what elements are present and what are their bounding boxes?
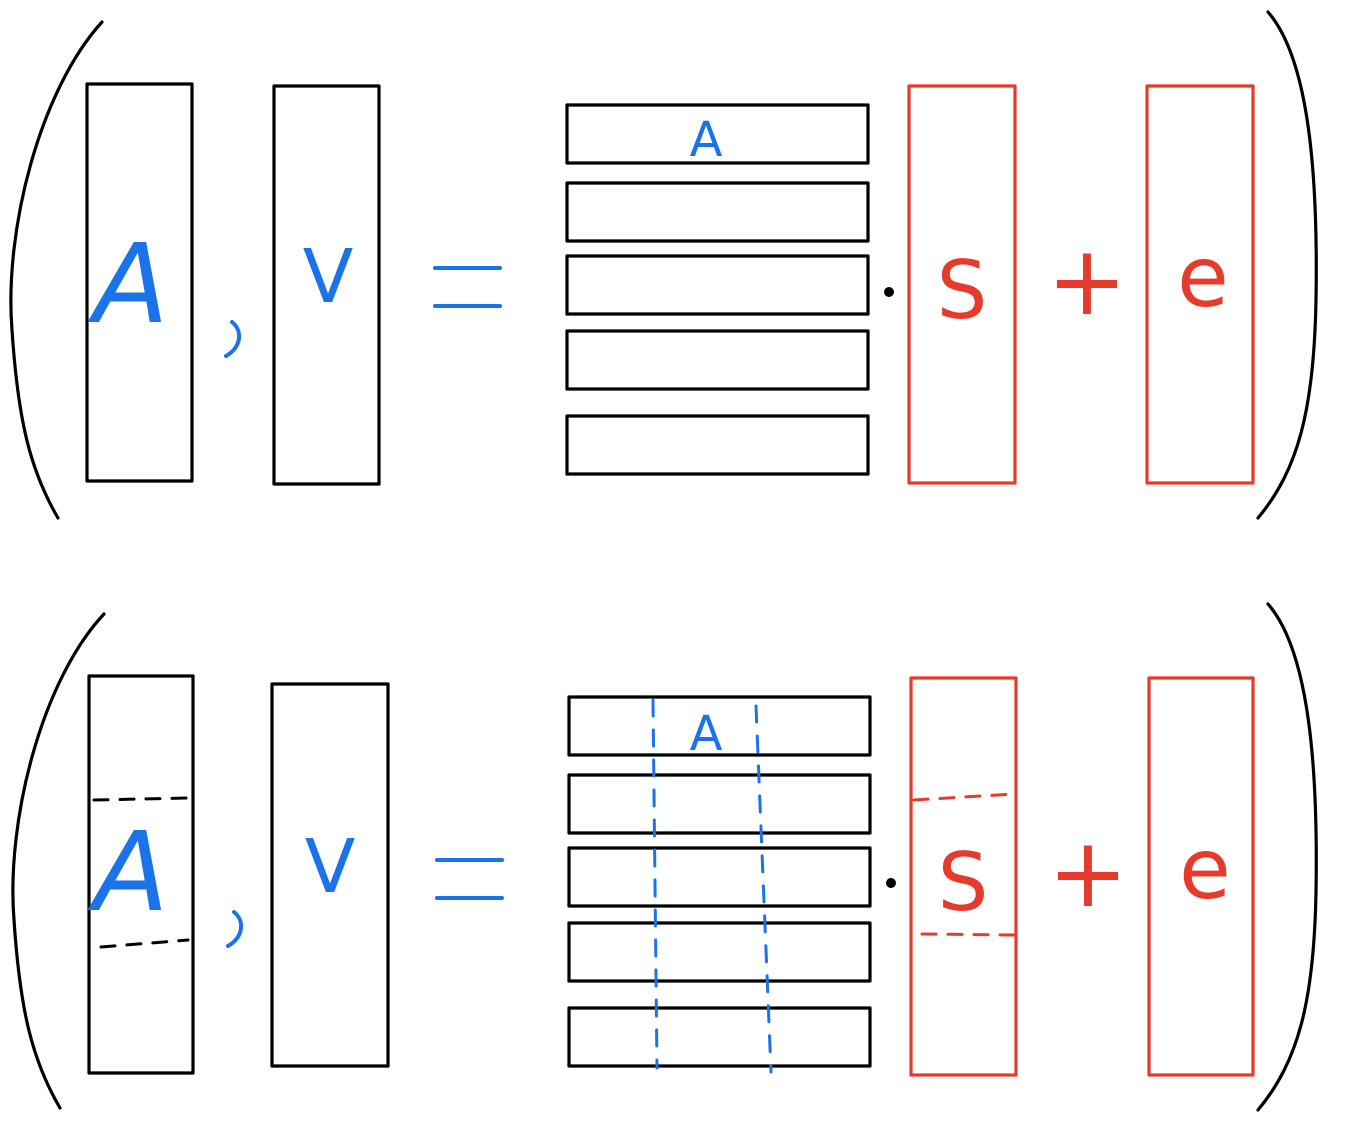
bottom-row-3	[567, 846, 872, 908]
top-secret-s-box	[907, 84, 1017, 485]
top-error-e-label: e	[1177, 228, 1229, 326]
bottom-right-paren	[1256, 602, 1318, 1112]
bottom-multiply-dot	[886, 878, 896, 888]
top-comma	[224, 320, 242, 358]
top-row-1-label: A	[690, 112, 723, 168]
bottom-equals-sign	[435, 858, 504, 900]
bottom-secret-s-dash-top	[912, 792, 1016, 802]
bottom-vector-v-label: V	[305, 824, 356, 910]
top-left-paren	[9, 20, 104, 520]
top-equation: A V A S + e	[9, 10, 1318, 520]
bottom-vector-v-box	[270, 682, 390, 1068]
bottom-plus-sign: +	[1048, 817, 1128, 929]
top-vector-v-box	[272, 84, 381, 486]
top-vector-v-label: V	[303, 234, 354, 320]
top-row-3	[565, 254, 870, 316]
bottom-equation: A V A S + e	[11, 602, 1318, 1112]
top-secret-s-label: S	[937, 244, 988, 337]
bottom-secret-s-box	[909, 676, 1018, 1077]
bottom-matrix-a-label: A	[87, 808, 168, 936]
bottom-row-5	[567, 1006, 872, 1068]
bottom-matrix-a-dash-top	[92, 796, 190, 802]
bottom-row-2	[567, 773, 872, 835]
bottom-row-1	[567, 695, 872, 757]
bottom-secret-s-label: S	[938, 836, 989, 929]
bottom-error-e-label: e	[1179, 820, 1231, 918]
top-right-paren	[1256, 10, 1318, 520]
top-multiply-dot	[884, 287, 894, 297]
bottom-comma	[226, 910, 244, 948]
bottom-error-e-box	[1147, 676, 1255, 1077]
top-row-1	[565, 103, 870, 165]
top-row-4	[565, 329, 870, 391]
bottom-row-4	[567, 921, 872, 983]
top-matrix-a-box	[85, 82, 194, 483]
bottom-matrix-a-dash-bottom	[99, 938, 190, 949]
top-row-5	[565, 414, 870, 476]
bottom-column-dash-left	[651, 698, 659, 1070]
top-plus-sign: +	[1047, 225, 1127, 337]
bottom-secret-s-dash-bottom	[920, 932, 1016, 937]
top-error-e-box	[1145, 84, 1255, 485]
bottom-matrix-a-box	[87, 674, 195, 1075]
bottom-column-dash-right	[754, 704, 773, 1074]
bottom-left-paren	[11, 612, 106, 1110]
bottom-row-1-label: A	[690, 706, 723, 762]
top-equals-sign	[433, 266, 502, 308]
top-matrix-a-label: A	[87, 220, 168, 348]
top-row-2	[565, 181, 870, 243]
